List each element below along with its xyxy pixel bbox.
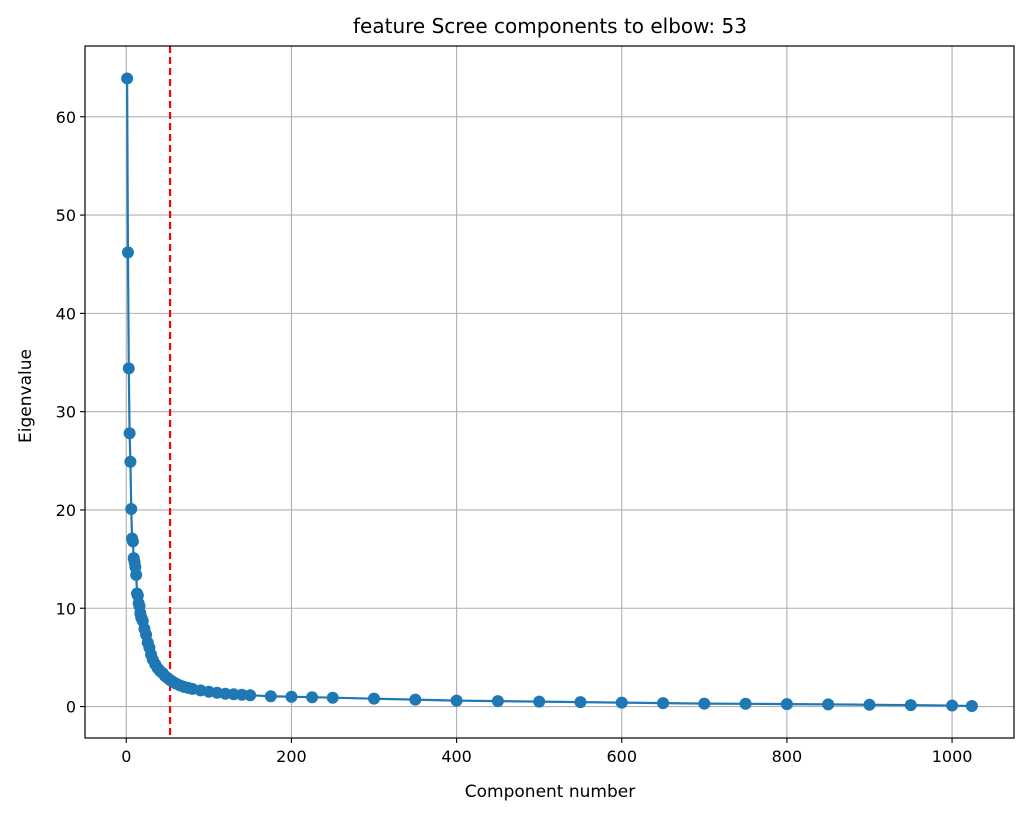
grid-layer <box>85 46 1014 738</box>
y-tick-label: 20 <box>56 501 76 520</box>
data-point <box>409 693 422 706</box>
y-tick-label: 10 <box>56 599 76 618</box>
data-point <box>574 696 587 709</box>
data-point <box>121 246 134 259</box>
y-axis-label: Eigenvalue <box>16 349 36 443</box>
x-tick-label: 1000 <box>932 747 973 766</box>
data-point <box>125 502 138 515</box>
data-point <box>533 695 546 708</box>
x-tick-label: 400 <box>441 747 472 766</box>
data-point <box>123 427 136 440</box>
data-point <box>615 696 628 709</box>
y-tick-label: 40 <box>56 304 76 323</box>
data-point <box>130 568 143 581</box>
data-point <box>450 694 463 707</box>
data-point <box>306 691 319 704</box>
x-tick-label: 200 <box>276 747 307 766</box>
data-point <box>122 362 135 375</box>
data-point <box>124 455 137 468</box>
data-point <box>822 698 835 711</box>
data-point <box>285 690 298 703</box>
y-tick-label: 50 <box>56 206 76 225</box>
data-point <box>326 691 339 704</box>
y-tick-label: 30 <box>56 403 76 422</box>
data-point <box>698 697 711 710</box>
chart-title: feature Scree components to elbow: 53 <box>353 14 747 38</box>
data-point <box>739 697 752 710</box>
data-point <box>965 700 978 713</box>
data-point <box>657 697 670 710</box>
data-point <box>491 695 504 708</box>
data-point <box>946 699 959 712</box>
data-point <box>904 699 917 712</box>
data-point <box>126 535 139 548</box>
data-point <box>368 692 381 705</box>
data-point <box>264 690 277 703</box>
tick-layer: 0 200 400 600 800 1000 0 10 20 30 40 50 60 <box>56 108 973 766</box>
data-point <box>780 698 793 711</box>
x-axis-label: Component number <box>465 782 635 802</box>
data-point <box>863 698 876 711</box>
data-point <box>244 689 257 702</box>
x-tick-label: 0 <box>121 747 131 766</box>
series-layer <box>121 72 978 713</box>
x-tick-label: 800 <box>772 747 803 766</box>
y-tick-label: 0 <box>66 698 76 717</box>
y-tick-label: 60 <box>56 108 76 127</box>
x-tick-label: 600 <box>606 747 637 766</box>
plot-frame <box>84 45 1015 739</box>
data-point <box>121 72 134 85</box>
